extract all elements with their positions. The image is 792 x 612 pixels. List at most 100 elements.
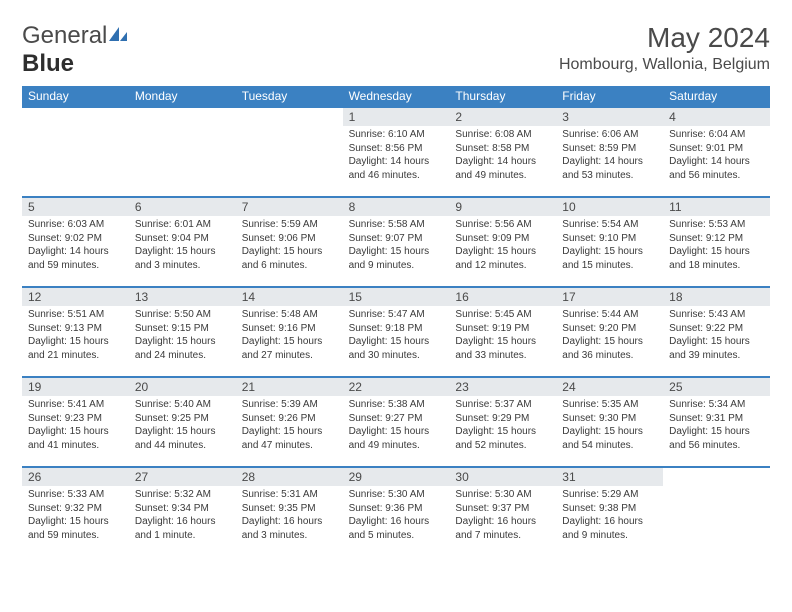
day-number: 26 bbox=[22, 468, 129, 486]
day-cell: 17Sunrise: 5:44 AMSunset: 9:20 PMDayligh… bbox=[556, 288, 663, 376]
day-line-sr: Sunrise: 5:50 AM bbox=[135, 308, 230, 322]
day-line-ss: Sunset: 9:29 PM bbox=[455, 412, 550, 426]
day-line-d1: Daylight: 15 hours bbox=[135, 335, 230, 349]
day-line-d2: and 52 minutes. bbox=[455, 439, 550, 453]
day-line-d1: Daylight: 15 hours bbox=[135, 425, 230, 439]
day-number: 19 bbox=[22, 378, 129, 396]
location: Hombourg, Wallonia, Belgium bbox=[559, 56, 770, 74]
day-line-d2: and 59 minutes. bbox=[28, 529, 123, 543]
day-line-ss: Sunset: 9:16 PM bbox=[242, 322, 337, 336]
day-number: 13 bbox=[129, 288, 236, 306]
empty-day bbox=[129, 108, 236, 126]
day-content: Sunrise: 5:48 AMSunset: 9:16 PMDaylight:… bbox=[236, 306, 343, 366]
day-cell: 29Sunrise: 5:30 AMSunset: 9:36 PMDayligh… bbox=[343, 468, 450, 556]
day-line-d1: Daylight: 15 hours bbox=[455, 245, 550, 259]
day-line-ss: Sunset: 9:19 PM bbox=[455, 322, 550, 336]
day-line-d2: and 36 minutes. bbox=[562, 349, 657, 363]
day-line-d1: Daylight: 14 hours bbox=[455, 155, 550, 169]
day-line-d1: Daylight: 14 hours bbox=[669, 155, 764, 169]
day-number: 25 bbox=[663, 378, 770, 396]
day-cell: 16Sunrise: 5:45 AMSunset: 9:19 PMDayligh… bbox=[449, 288, 556, 376]
day-line-ss: Sunset: 9:23 PM bbox=[28, 412, 123, 426]
day-number: 18 bbox=[663, 288, 770, 306]
day-line-d1: Daylight: 15 hours bbox=[242, 245, 337, 259]
day-line-sr: Sunrise: 5:54 AM bbox=[562, 218, 657, 232]
day-line-sr: Sunrise: 5:45 AM bbox=[455, 308, 550, 322]
day-content: Sunrise: 6:01 AMSunset: 9:04 PMDaylight:… bbox=[129, 216, 236, 276]
day-number: 30 bbox=[449, 468, 556, 486]
day-number: 22 bbox=[343, 378, 450, 396]
day-content: Sunrise: 5:45 AMSunset: 9:19 PMDaylight:… bbox=[449, 306, 556, 366]
day-content: Sunrise: 5:29 AMSunset: 9:38 PMDaylight:… bbox=[556, 486, 663, 546]
week-row: 12Sunrise: 5:51 AMSunset: 9:13 PMDayligh… bbox=[22, 286, 770, 376]
day-line-sr: Sunrise: 5:44 AM bbox=[562, 308, 657, 322]
day-content: Sunrise: 5:34 AMSunset: 9:31 PMDaylight:… bbox=[663, 396, 770, 456]
day-content: Sunrise: 5:31 AMSunset: 9:35 PMDaylight:… bbox=[236, 486, 343, 546]
day-cell: 30Sunrise: 5:30 AMSunset: 9:37 PMDayligh… bbox=[449, 468, 556, 556]
day-content: Sunrise: 5:47 AMSunset: 9:18 PMDaylight:… bbox=[343, 306, 450, 366]
day-cell: 7Sunrise: 5:59 AMSunset: 9:06 PMDaylight… bbox=[236, 198, 343, 286]
day-content: Sunrise: 5:50 AMSunset: 9:15 PMDaylight:… bbox=[129, 306, 236, 366]
day-cell: 20Sunrise: 5:40 AMSunset: 9:25 PMDayligh… bbox=[129, 378, 236, 466]
day-line-sr: Sunrise: 5:40 AM bbox=[135, 398, 230, 412]
empty-day bbox=[22, 108, 129, 126]
empty-day bbox=[663, 468, 770, 486]
day-line-sr: Sunrise: 6:06 AM bbox=[562, 128, 657, 142]
day-line-sr: Sunrise: 6:08 AM bbox=[455, 128, 550, 142]
day-line-ss: Sunset: 9:34 PM bbox=[135, 502, 230, 516]
day-line-ss: Sunset: 9:12 PM bbox=[669, 232, 764, 246]
day-line-d1: Daylight: 15 hours bbox=[455, 425, 550, 439]
day-line-sr: Sunrise: 6:03 AM bbox=[28, 218, 123, 232]
day-line-d1: Daylight: 15 hours bbox=[669, 425, 764, 439]
day-line-d1: Daylight: 14 hours bbox=[349, 155, 444, 169]
day-cell: 6Sunrise: 6:01 AMSunset: 9:04 PMDaylight… bbox=[129, 198, 236, 286]
day-line-ss: Sunset: 9:32 PM bbox=[28, 502, 123, 516]
dow-cell: Saturday bbox=[663, 86, 770, 106]
day-number: 16 bbox=[449, 288, 556, 306]
logo-text-1: General bbox=[22, 22, 107, 49]
day-line-d2: and 54 minutes. bbox=[562, 439, 657, 453]
day-content: Sunrise: 5:37 AMSunset: 9:29 PMDaylight:… bbox=[449, 396, 556, 456]
day-line-sr: Sunrise: 5:51 AM bbox=[28, 308, 123, 322]
day-cell: 2Sunrise: 6:08 AMSunset: 8:58 PMDaylight… bbox=[449, 108, 556, 196]
day-content: Sunrise: 5:59 AMSunset: 9:06 PMDaylight:… bbox=[236, 216, 343, 276]
day-line-sr: Sunrise: 5:35 AM bbox=[562, 398, 657, 412]
day-line-ss: Sunset: 9:35 PM bbox=[242, 502, 337, 516]
day-cell bbox=[22, 108, 129, 196]
day-number: 21 bbox=[236, 378, 343, 396]
day-line-ss: Sunset: 9:20 PM bbox=[562, 322, 657, 336]
day-content: Sunrise: 5:51 AMSunset: 9:13 PMDaylight:… bbox=[22, 306, 129, 366]
logo-sail-icon bbox=[107, 22, 129, 50]
day-line-ss: Sunset: 9:31 PM bbox=[669, 412, 764, 426]
day-line-d1: Daylight: 15 hours bbox=[28, 425, 123, 439]
day-cell bbox=[663, 468, 770, 556]
day-number: 27 bbox=[129, 468, 236, 486]
day-content: Sunrise: 5:38 AMSunset: 9:27 PMDaylight:… bbox=[343, 396, 450, 456]
day-line-d2: and 21 minutes. bbox=[28, 349, 123, 363]
day-line-d1: Daylight: 15 hours bbox=[135, 245, 230, 259]
day-line-sr: Sunrise: 5:38 AM bbox=[349, 398, 444, 412]
day-cell: 23Sunrise: 5:37 AMSunset: 9:29 PMDayligh… bbox=[449, 378, 556, 466]
day-line-sr: Sunrise: 5:31 AM bbox=[242, 488, 337, 502]
day-line-sr: Sunrise: 5:34 AM bbox=[669, 398, 764, 412]
day-line-ss: Sunset: 9:15 PM bbox=[135, 322, 230, 336]
day-line-sr: Sunrise: 5:47 AM bbox=[349, 308, 444, 322]
day-line-ss: Sunset: 8:56 PM bbox=[349, 142, 444, 156]
day-line-sr: Sunrise: 5:29 AM bbox=[562, 488, 657, 502]
day-line-ss: Sunset: 8:59 PM bbox=[562, 142, 657, 156]
day-line-d1: Daylight: 16 hours bbox=[135, 515, 230, 529]
day-line-d2: and 30 minutes. bbox=[349, 349, 444, 363]
weeks-container: 1Sunrise: 6:10 AMSunset: 8:56 PMDaylight… bbox=[22, 106, 770, 556]
day-line-ss: Sunset: 9:36 PM bbox=[349, 502, 444, 516]
day-line-d2: and 3 minutes. bbox=[242, 529, 337, 543]
day-number: 5 bbox=[22, 198, 129, 216]
day-cell: 10Sunrise: 5:54 AMSunset: 9:10 PMDayligh… bbox=[556, 198, 663, 286]
week-row: 5Sunrise: 6:03 AMSunset: 9:02 PMDaylight… bbox=[22, 196, 770, 286]
day-content: Sunrise: 5:56 AMSunset: 9:09 PMDaylight:… bbox=[449, 216, 556, 276]
day-line-ss: Sunset: 9:07 PM bbox=[349, 232, 444, 246]
day-content: Sunrise: 5:32 AMSunset: 9:34 PMDaylight:… bbox=[129, 486, 236, 546]
day-line-d2: and 1 minute. bbox=[135, 529, 230, 543]
day-content: Sunrise: 5:39 AMSunset: 9:26 PMDaylight:… bbox=[236, 396, 343, 456]
title-block: May 2024 Hombourg, Wallonia, Belgium bbox=[559, 22, 770, 74]
day-number: 7 bbox=[236, 198, 343, 216]
